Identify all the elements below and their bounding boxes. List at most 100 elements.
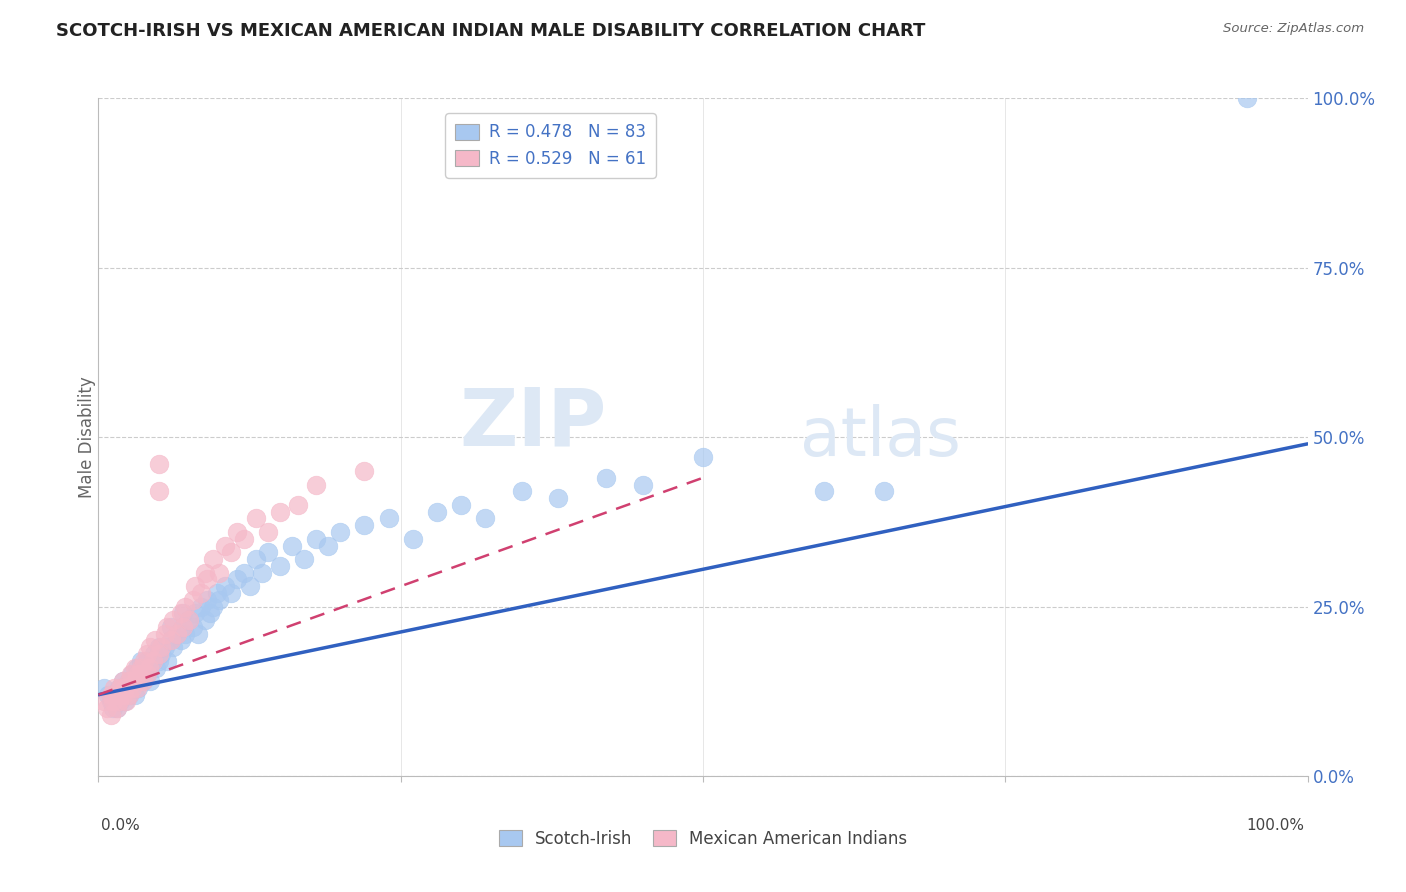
Point — [208, 566, 231, 580]
Point — [214, 539, 236, 553]
Point — [124, 660, 146, 674]
Point — [124, 688, 146, 702]
Point — [402, 532, 425, 546]
Point — [202, 599, 225, 614]
Point — [245, 552, 267, 566]
Point — [132, 674, 155, 689]
Point — [474, 511, 496, 525]
Point — [148, 640, 170, 655]
Point — [177, 613, 201, 627]
Point — [108, 694, 131, 708]
Point — [148, 484, 170, 499]
Point — [114, 681, 136, 695]
Point — [631, 477, 654, 491]
Point — [138, 660, 160, 674]
Text: ZIP: ZIP — [458, 384, 606, 463]
Point — [129, 667, 152, 681]
Point — [221, 545, 243, 559]
Point — [873, 484, 896, 499]
Point — [100, 694, 122, 708]
Point — [134, 660, 156, 674]
Point — [202, 552, 225, 566]
Point — [139, 674, 162, 689]
Point — [111, 674, 134, 689]
Point — [510, 484, 533, 499]
Point — [100, 708, 122, 723]
Point — [150, 647, 173, 661]
Point — [101, 701, 124, 715]
Point — [105, 688, 128, 702]
Point — [124, 674, 146, 689]
Point — [121, 681, 143, 695]
Point — [138, 660, 160, 674]
Point — [93, 694, 115, 708]
Point — [181, 592, 204, 607]
Point — [156, 620, 179, 634]
Point — [124, 674, 146, 689]
Point — [232, 566, 254, 580]
Point — [108, 681, 131, 695]
Point — [115, 694, 138, 708]
Point — [143, 647, 166, 661]
Point — [221, 586, 243, 600]
Point — [181, 620, 204, 634]
Point — [692, 450, 714, 465]
Point — [143, 633, 166, 648]
Point — [142, 654, 165, 668]
Point — [97, 688, 120, 702]
Legend: Scotch-Irish, Mexican American Indians: Scotch-Irish, Mexican American Indians — [491, 822, 915, 855]
Point — [329, 524, 352, 539]
Text: 0.0%: 0.0% — [101, 818, 141, 832]
Point — [160, 633, 183, 648]
Point — [132, 674, 155, 689]
Point — [148, 654, 170, 668]
Point — [172, 620, 194, 634]
Point — [118, 688, 141, 702]
Point — [105, 701, 128, 715]
Point — [118, 688, 141, 702]
Point — [426, 505, 449, 519]
Point — [256, 524, 278, 539]
Point — [101, 694, 124, 708]
Point — [226, 524, 249, 539]
Point — [214, 579, 236, 593]
Point — [232, 532, 254, 546]
Text: Source: ZipAtlas.com: Source: ZipAtlas.com — [1223, 22, 1364, 36]
Point — [174, 626, 197, 640]
Point — [256, 545, 278, 559]
Point — [194, 566, 217, 580]
Point — [177, 613, 201, 627]
Point — [305, 477, 328, 491]
Point — [105, 701, 128, 715]
Point — [353, 518, 375, 533]
Point — [195, 573, 218, 587]
Point — [100, 688, 122, 702]
Point — [96, 701, 118, 715]
Point — [156, 654, 179, 668]
Point — [105, 688, 128, 702]
Point — [184, 607, 207, 621]
Point — [169, 633, 191, 648]
Point — [148, 647, 170, 661]
Point — [111, 688, 134, 702]
Point — [250, 566, 273, 580]
Point — [245, 511, 267, 525]
Point — [813, 484, 835, 499]
Point — [121, 667, 143, 681]
Point — [169, 607, 191, 621]
Point — [190, 599, 212, 614]
Point — [111, 688, 134, 702]
Point — [198, 607, 221, 621]
Point — [269, 505, 291, 519]
Point — [127, 681, 149, 695]
Point — [205, 586, 228, 600]
Point — [150, 640, 173, 655]
Point — [184, 579, 207, 593]
Point — [111, 674, 134, 689]
Point — [281, 539, 304, 553]
Point — [135, 667, 157, 681]
Point — [162, 640, 184, 655]
Point — [153, 640, 176, 655]
Point — [129, 660, 152, 674]
Point — [595, 471, 617, 485]
